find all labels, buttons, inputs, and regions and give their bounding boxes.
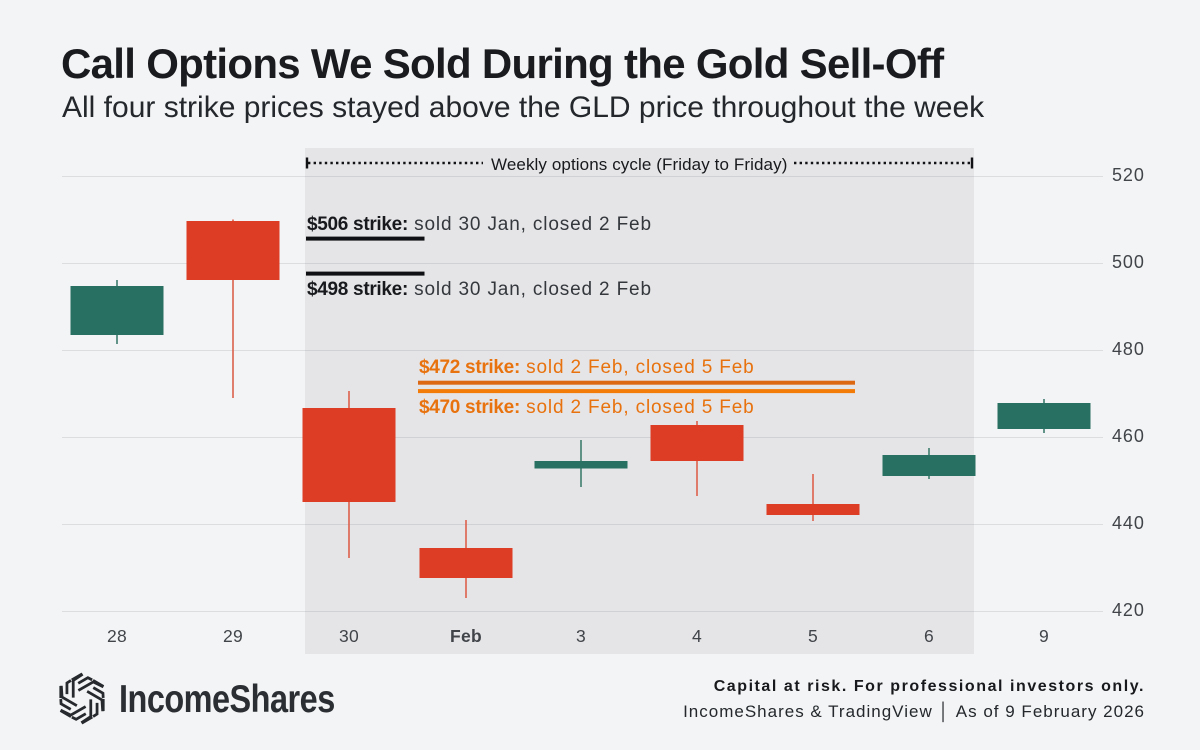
- svg-text:IncomeShares: IncomeShares: [119, 677, 335, 720]
